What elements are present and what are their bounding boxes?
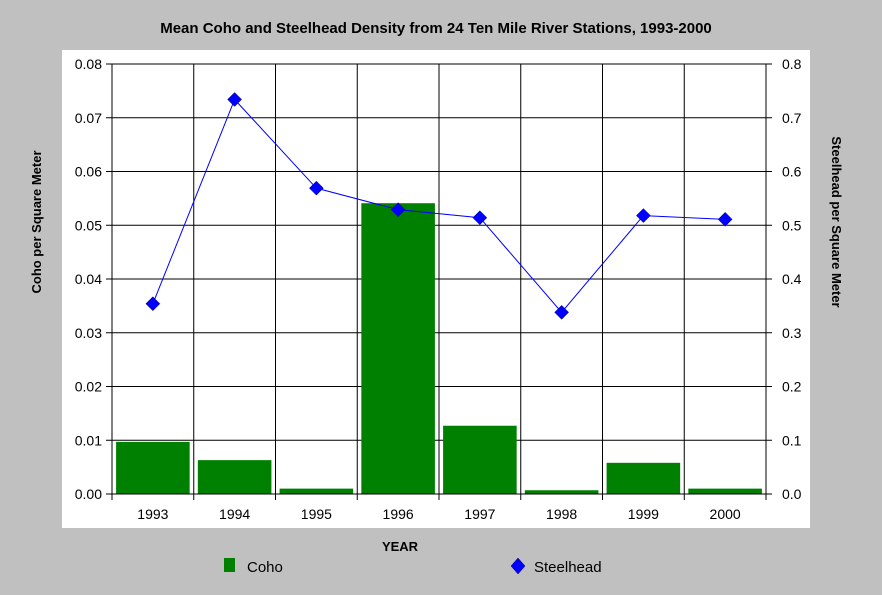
x-tick-label: 1998 [546, 506, 577, 522]
x-tick-label: 1994 [219, 506, 250, 522]
steelhead-point-2000 [717, 211, 733, 227]
steelhead-point-1995 [309, 180, 324, 196]
y-left-tick-label: 0.08 [75, 56, 102, 72]
steelhead-series-line [152, 98, 726, 314]
coho-bar-1999 [606, 462, 681, 494]
y-left-tick-label: 0.00 [75, 486, 102, 502]
legend-marker-steelhead [510, 557, 526, 575]
steelhead-point-1996 [390, 202, 406, 218]
axes: 0.00 0.0 0.01 0.1 0.02 0.2 0.03 0.3 0.04 0.4 0.05 0… [75, 56, 802, 522]
x-tick-label: 1997 [464, 506, 495, 522]
x-tick-label: 1999 [628, 506, 659, 522]
y-left-tick-label: 0.05 [75, 217, 102, 233]
y-right-tick-label: 0.5 [782, 217, 802, 233]
steelhead-point-1993 [145, 296, 161, 312]
x-tick-label: 1993 [137, 506, 168, 522]
x-tick-label: 1996 [383, 506, 414, 522]
y-left-tick-label: 0.07 [75, 110, 102, 126]
y-axis-left-title: Coho per Square Meter [29, 150, 44, 293]
coho-bar-1994 [197, 460, 272, 494]
plot-frame [111, 63, 767, 495]
y-left-tick-label: 0.01 [75, 432, 102, 448]
x-tick-label: 1995 [301, 506, 332, 522]
y-right-tick-label: 0.6 [782, 164, 802, 180]
coho-bars [116, 203, 762, 494]
y-right-tick-label: 0.7 [782, 110, 802, 126]
steelhead-point-1998 [554, 304, 569, 320]
y-right-tick-label: 0.8 [782, 56, 802, 72]
y-axis-right-title: Steelhead per Square Meter [829, 136, 844, 307]
coho-bar-1993 [116, 441, 190, 494]
y-left-tick-label: 0.02 [75, 379, 102, 395]
steelhead-point-1999 [636, 208, 651, 223]
coho-bar-1995 [279, 488, 354, 494]
x-tick-label: 2000 [710, 506, 741, 522]
y-right-tick-label: 0.2 [782, 379, 802, 395]
x-axis-title: YEAR [382, 539, 419, 554]
y-right-tick-label: 0.1 [782, 432, 802, 448]
y-right-tick-label: 0.4 [782, 271, 802, 287]
coho-bar-2000 [688, 488, 762, 494]
coho-bar-1998 [524, 490, 599, 494]
legend-swatch-coho [224, 558, 235, 572]
legend-label-coho: Coho [247, 559, 283, 576]
y-right-tick-label: 0.3 [782, 325, 802, 341]
steelhead-line [145, 92, 733, 320]
y-left-tick-label: 0.03 [75, 325, 102, 341]
legend-label-steelhead: Steelhead [534, 559, 602, 576]
y-left-tick-label: 0.06 [75, 164, 102, 180]
y-right-tick-label: 0.0 [782, 486, 802, 502]
legend: Coho Steelhead [224, 557, 602, 576]
y-left-tick-label: 0.04 [75, 271, 102, 287]
steelhead-point-1997 [472, 210, 488, 226]
chart-title: Mean Coho and Steelhead Density from 24 … [160, 20, 712, 37]
coho-bar-1996 [361, 203, 435, 494]
coho-bar-1997 [443, 425, 517, 494]
steelhead-point-1994 [227, 92, 242, 107]
